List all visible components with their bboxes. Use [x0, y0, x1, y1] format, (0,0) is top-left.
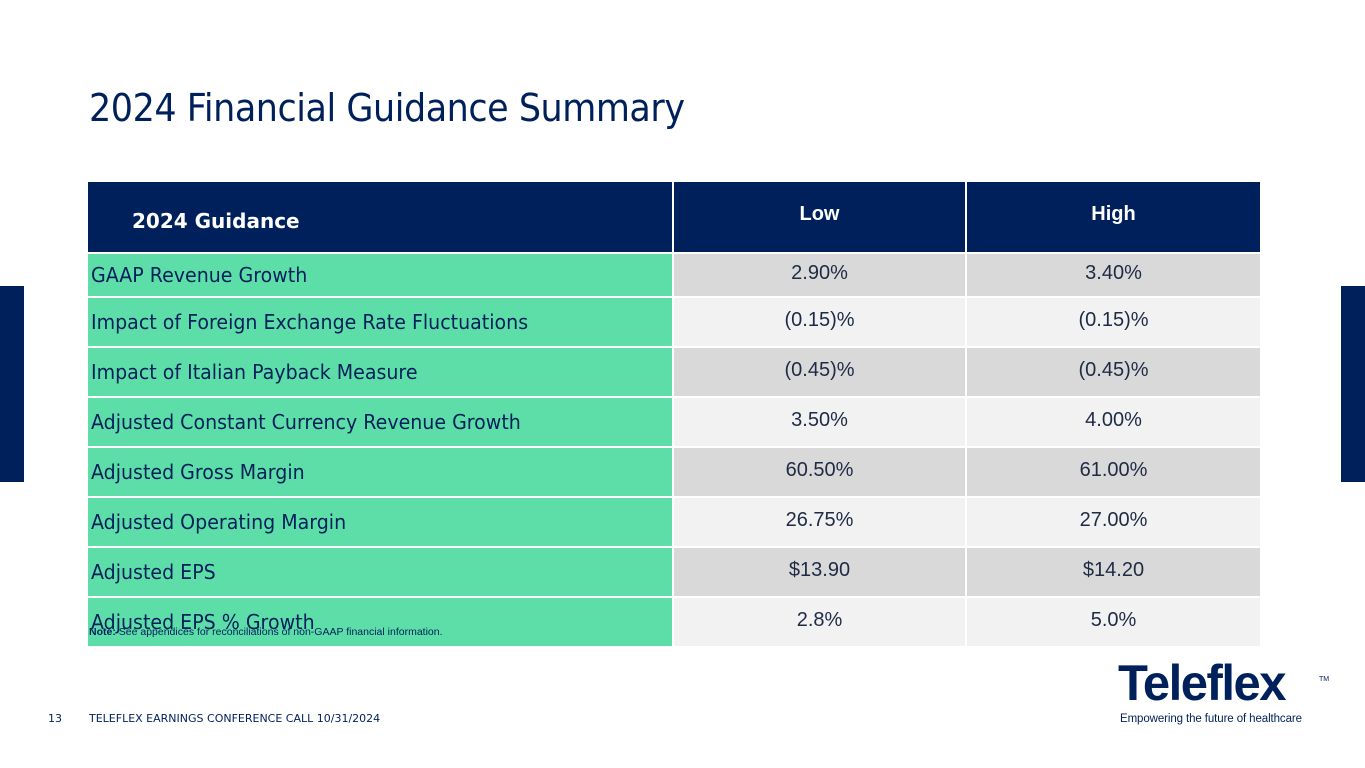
metric-label: Adjusted Gross Margin [91, 460, 305, 484]
high-cell: 5.0% [966, 597, 1260, 648]
table-row: Impact of Italian Payback Measure (0.45)… [88, 347, 1260, 398]
teleflex-logo: Teleflex TM Empowering the future of hea… [1118, 655, 1332, 730]
low-cell: 3.50% [673, 397, 967, 448]
low-cell: 2.90% [673, 253, 967, 298]
metric-cell: GAAP Revenue Growth [88, 253, 674, 298]
metric-label: Impact of Italian Payback Measure [91, 360, 418, 384]
metric-label: Adjusted Operating Margin [91, 510, 347, 534]
left-accent-bar [0, 286, 24, 482]
metric-cell: Adjusted EPS % Growth [88, 597, 674, 648]
footer: 13 TELEFLEX EARNINGS CONFERENCE CALL 10/3… [48, 712, 380, 725]
low-cell: 2.8% [673, 597, 967, 648]
high-cell: $14.20 [966, 547, 1260, 598]
footer-text: TELEFLEX EARNINGS CONFERENCE CALL 10/31/… [89, 712, 381, 725]
metric-label: Adjusted Constant Currency Revenue Growt… [91, 410, 521, 434]
high-cell: (0.45)% [966, 347, 1260, 398]
metric-label: Adjusted EPS [91, 560, 216, 584]
low-cell: (0.15)% [673, 297, 967, 348]
table-row: Adjusted EPS $13.90 $14.20 [88, 547, 1260, 598]
high-cell: 27.00% [966, 497, 1260, 548]
footnote: Note: See appendices for reconciliations… [89, 626, 443, 638]
table-row: Adjusted EPS % Growth 2.8% 5.0% [88, 597, 1260, 648]
low-cell: (0.45)% [673, 347, 967, 398]
metric-label: Adjusted EPS % Growth [91, 610, 315, 634]
metric-cell: Adjusted Operating Margin [88, 497, 674, 548]
note-label: Note: [89, 626, 116, 638]
right-accent-bar [1341, 286, 1365, 482]
logo-trademark: TM [1319, 676, 1330, 683]
logo-wordmark: Teleflex [1118, 655, 1287, 711]
note-text: See appendices for reconciliations of no… [115, 626, 443, 638]
metric-label: GAAP Revenue Growth [91, 263, 308, 287]
metric-cell: Impact of Italian Payback Measure [88, 347, 674, 398]
low-cell: 26.75% [673, 497, 967, 548]
table-row: Adjusted Operating Margin 26.75% 27.00% [88, 497, 1260, 548]
metric-cell: Adjusted EPS [88, 547, 674, 598]
table-row: GAAP Revenue Growth 2.90% 3.40% [88, 253, 1260, 298]
table-row: Adjusted Constant Currency Revenue Growt… [88, 397, 1260, 448]
metric-label: Impact of Foreign Exchange Rate Fluctuat… [91, 310, 529, 334]
header-guidance: 2024 Guidance [88, 182, 674, 254]
high-cell: 4.00% [966, 397, 1260, 448]
high-cell: (0.15)% [966, 297, 1260, 348]
metric-cell: Adjusted Constant Currency Revenue Growt… [88, 397, 674, 448]
high-cell: 3.40% [966, 253, 1260, 298]
metric-cell: Adjusted Gross Margin [88, 447, 674, 498]
table-row: Adjusted Gross Margin 60.50% 61.00% [88, 447, 1260, 498]
low-cell: $13.90 [673, 547, 967, 598]
metric-cell: Impact of Foreign Exchange Rate Fluctuat… [88, 297, 674, 348]
high-cell: 61.00% [966, 447, 1260, 498]
logo-tagline: Empowering the future of healthcare [1120, 713, 1302, 725]
header-low: Low [673, 182, 967, 254]
header-high: High [966, 182, 1260, 254]
low-cell: 60.50% [673, 447, 967, 498]
table-row: Impact of Foreign Exchange Rate Fluctuat… [88, 297, 1260, 348]
table-header-row: 2024 Guidance Low High [88, 182, 1260, 254]
guidance-table: 2024 Guidance Low High GAAP Revenue Grow… [88, 182, 1260, 648]
page-number: 13 [48, 712, 62, 725]
page-title: 2024 Financial Guidance Summary [89, 86, 685, 130]
